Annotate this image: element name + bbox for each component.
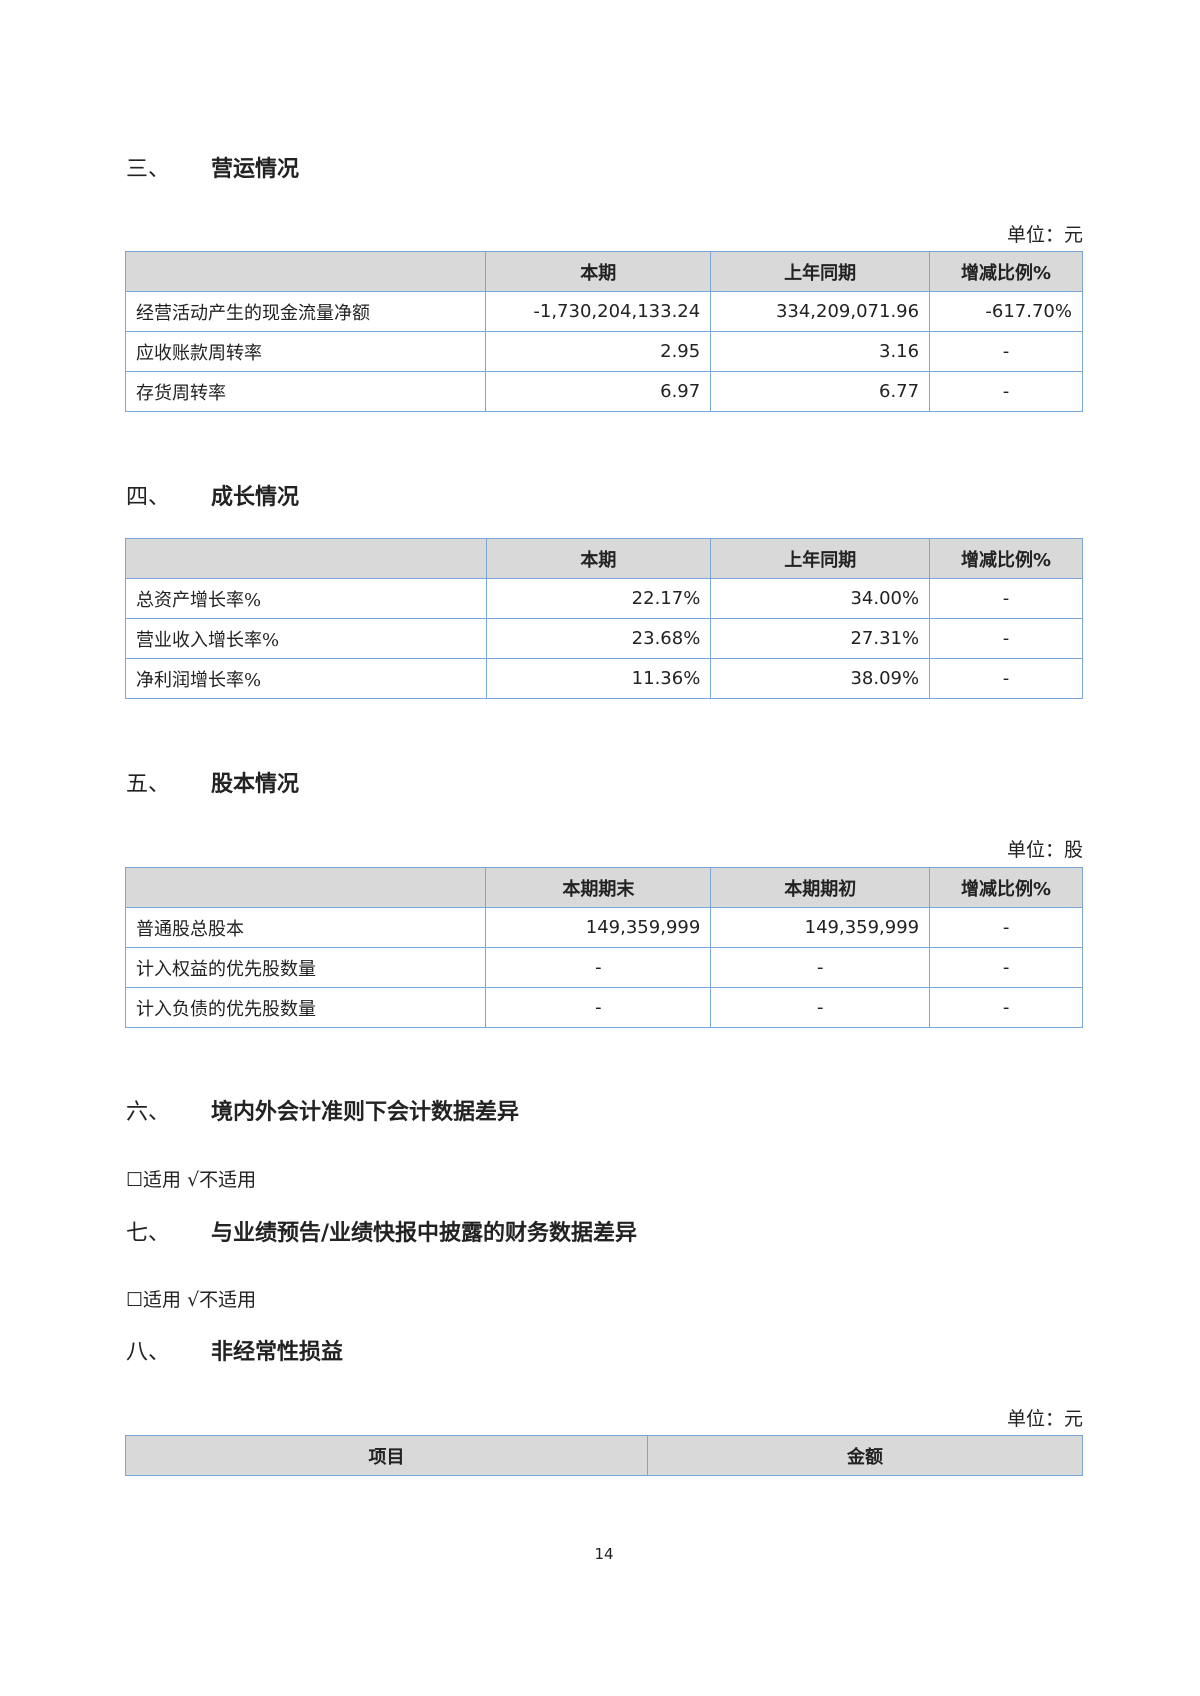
table-cell: 334,209,071.96 <box>710 291 931 332</box>
table-cell: 149,359,999 <box>485 907 712 948</box>
applicability-checkbox: ☐适用 √不适用 <box>126 1169 257 1191</box>
table-cell: - <box>929 371 1083 412</box>
column-header: 上年同期 <box>710 251 931 292</box>
column-header: 金额 <box>647 1435 1083 1476</box>
table-cell: 22.17% <box>485 578 712 619</box>
table-cell: - <box>929 618 1083 659</box>
table-cell: - <box>929 947 1083 988</box>
column-header: 增减比例% <box>929 867 1083 908</box>
table-row: 营业收入增长率% 23.68% 27.31% - <box>125 618 1083 659</box>
table-cell: 11.36% <box>485 658 712 699</box>
growth-table: 本期 上年同期 增减比例% 总资产增长率% 22.17% 34.00% - 营业收入增长率% 2… <box>125 538 1083 699</box>
table-cell: 6.97 <box>485 371 712 412</box>
non-recurring-table: 项目 金额 <box>125 1435 1083 1476</box>
column-header: 上年同期 <box>710 538 931 579</box>
table-cell: - <box>929 987 1083 1028</box>
table-header-row: 项目 金额 <box>125 1435 1083 1476</box>
row-label: 普通股总股本 <box>124 907 487 948</box>
table-cell: -617.70% <box>929 291 1083 332</box>
row-label: 计入权益的优先股数量 <box>124 947 487 988</box>
table-cell: 38.09% <box>710 658 931 699</box>
table-cell: -1,730,204,133.24 <box>485 291 712 332</box>
column-header: 本期期初 <box>710 867 931 908</box>
table-row: 应收账款周转率 2.95 3.16- <box>124 331 1083 372</box>
table-header-row: 本期期末 本期期初 增减比例% <box>124 867 1083 908</box>
table-cell: - <box>929 331 1083 372</box>
table-cell: - <box>710 947 931 988</box>
column-header: 本期 <box>485 251 712 292</box>
column-header <box>124 251 487 292</box>
table-cell: - <box>929 907 1083 948</box>
table-cell: 2.95 <box>485 331 712 372</box>
share-capital-table: 本期期末 本期期初 增减比例% 普通股总股本 149,359,999 149,359,99… <box>124 867 1083 1028</box>
table-row: 计入权益的优先股数量 - - - <box>124 947 1083 988</box>
table-cell: - <box>929 658 1083 699</box>
column-header: 增减比例% <box>929 538 1083 579</box>
column-header: 本期期末 <box>485 867 712 908</box>
unit-label: 单位：元 <box>1006 224 1083 246</box>
table-cell: 3.16 <box>710 331 931 372</box>
table-row: 经营活动产生的现金流量净额 -1,730,204,133.24 334,209,07… <box>124 291 1083 332</box>
row-label: 经营活动产生的现金流量净额 <box>124 291 487 332</box>
table-cell: - <box>485 987 712 1028</box>
applicability-checkbox: ☐适用 √不适用 <box>126 1289 257 1311</box>
table-cell: 6.77 <box>710 371 931 412</box>
row-label: 应收账款周转率 <box>124 331 487 372</box>
row-label: 存货周转率 <box>124 371 487 412</box>
table-header-row: 本期 上年同期 增减比例% <box>125 538 1083 579</box>
table-row: 净利润增长率% 11.36% 38.09% - <box>125 658 1083 699</box>
row-label: 营业收入增长率% <box>125 618 487 659</box>
row-label: 计入负债的优先股数量 <box>124 987 487 1028</box>
table-row: 计入负债的优先股数量 - - - <box>124 987 1083 1028</box>
table-row: 存货周转率 6.97 6.77- <box>124 371 1083 412</box>
table-cell: 34.00% <box>710 578 931 619</box>
table-row: 普通股总股本 149,359,999 149,359,999- <box>124 907 1083 948</box>
column-header: 本期 <box>485 538 712 579</box>
table-cell: - <box>929 578 1083 619</box>
column-header: 增减比例% <box>929 251 1083 292</box>
table-cell: 23.68% <box>485 618 712 659</box>
table-cell: 149,359,999 <box>710 907 931 948</box>
column-header <box>125 538 487 579</box>
table-row: 总资产增长率% 22.17% 34.00% - <box>125 578 1083 619</box>
row-label: 总资产增长率% <box>125 578 487 619</box>
column-header: 项目 <box>125 1435 648 1476</box>
column-header <box>124 867 487 908</box>
table-cell: 27.31% <box>710 618 931 659</box>
row-label: 净利润增长率% <box>125 658 487 699</box>
unit-label: 单位：元 <box>1006 1408 1083 1430</box>
unit-label: 单位：股 <box>1006 839 1083 861</box>
page-number: 14 <box>594 1545 614 1563</box>
table-cell: - <box>710 987 931 1028</box>
table-cell: - <box>485 947 712 988</box>
operations-table: 本期 上年同期 增减比例% 经营活动产生的现金流量净额 -1,730,204,133.2… <box>124 251 1083 412</box>
table-header-row: 本期 上年同期 增减比例% <box>124 251 1083 292</box>
